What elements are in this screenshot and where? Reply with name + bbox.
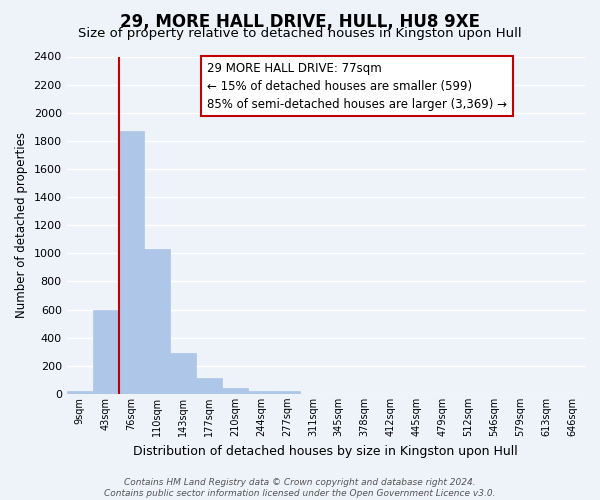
Bar (67, 391, 92, 394)
Text: 29, MORE HALL DRIVE, HULL, HU8 9XE: 29, MORE HALL DRIVE, HULL, HU8 9XE (120, 12, 480, 30)
Text: Contains HM Land Registry data © Crown copyright and database right 2024.
Contai: Contains HM Land Registry data © Crown c… (104, 478, 496, 498)
Bar (92, 310, 119, 394)
Bar (196, 378, 222, 394)
Bar (274, 391, 300, 394)
Bar (145, 249, 170, 394)
Text: 29 MORE HALL DRIVE: 77sqm
← 15% of detached houses are smaller (599)
85% of semi: 29 MORE HALL DRIVE: 77sqm ← 15% of detac… (206, 62, 506, 110)
Bar (222, 388, 248, 394)
Bar (170, 353, 196, 394)
Text: Size of property relative to detached houses in Kingston upon Hull: Size of property relative to detached ho… (78, 28, 522, 40)
Y-axis label: Number of detached properties: Number of detached properties (15, 132, 28, 318)
X-axis label: Distribution of detached houses by size in Kingston upon Hull: Distribution of detached houses by size … (133, 444, 518, 458)
Bar (119, 131, 145, 394)
Bar (248, 391, 274, 394)
